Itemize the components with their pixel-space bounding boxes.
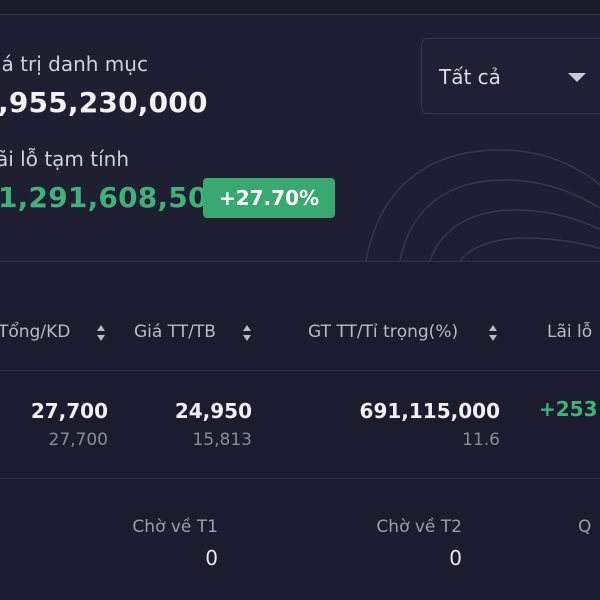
cell-market-price: 24,950 <box>174 399 252 423</box>
filter-selected-value: Tất cả <box>439 65 501 89</box>
sort-icon[interactable] <box>488 322 498 344</box>
cell-market-value: 691,115,000 <box>359 399 500 423</box>
sort-icon[interactable] <box>96 322 106 344</box>
top-bar <box>0 0 600 15</box>
col-header-price[interactable]: Giá TT/TB <box>134 322 216 342</box>
cell-avg-price: 15,813 <box>192 430 252 450</box>
col-header-pnl[interactable]: Lãi lỗ <box>547 322 593 342</box>
divider <box>0 370 600 371</box>
pnl-percent-badge: +27.70% <box>203 178 335 218</box>
pnl-label: ãi lỗ tạm tính <box>0 147 130 171</box>
pending-t1-label: Chờ về T1 <box>132 517 218 537</box>
cell-weight: 11.6 <box>462 430 500 450</box>
pnl-value: 1,291,608,500 <box>0 181 228 214</box>
cell-pnl: +253 <box>539 397 598 421</box>
portfolio-value-label: iá trị danh mục <box>0 52 148 76</box>
pending-t2-label: Chờ về T2 <box>376 517 462 537</box>
col-header-total[interactable]: Tổng/KD <box>0 322 71 342</box>
chevron-down-icon <box>568 73 586 82</box>
cell-total: 27,700 <box>30 399 108 423</box>
divider <box>0 478 600 479</box>
pending-t1-value: 0 <box>205 546 218 570</box>
filter-dropdown[interactable]: Tất cả <box>421 38 600 114</box>
portfolio-value: ,955,230,000 <box>0 86 208 119</box>
pending-partial-label: Q <box>578 517 592 537</box>
divider <box>0 261 600 262</box>
sort-icon[interactable] <box>242 322 252 344</box>
cell-tradable: 27,700 <box>48 430 108 450</box>
pending-t2-value: 0 <box>449 546 462 570</box>
col-header-value-weight[interactable]: GT TT/Tỉ trọng(%) <box>308 322 459 342</box>
portfolio-summary-card: iá trị danh mục ,955,230,000 ãi lỗ tạm t… <box>0 15 600 261</box>
